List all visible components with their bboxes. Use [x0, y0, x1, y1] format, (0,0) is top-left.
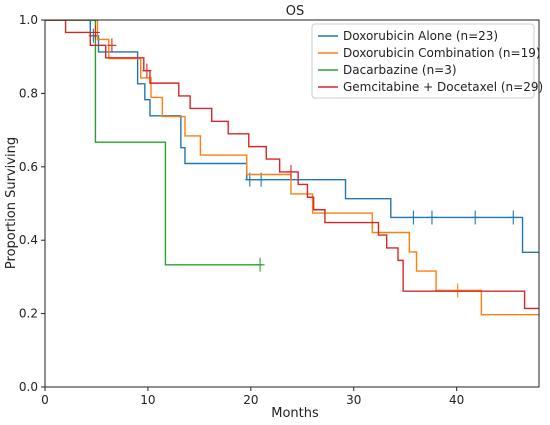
- y-tick-label-0.0: 0.0: [19, 380, 38, 394]
- y-axis-title: Proportion Surviving: [4, 137, 19, 269]
- x-tick-label-10: 10: [140, 393, 155, 407]
- censor-mark-1-7: [508, 210, 518, 225]
- y-tick-label-1.0: 1.0: [19, 13, 38, 27]
- censor-mark-1-4: [408, 210, 418, 225]
- censor-mark-4-2: [107, 38, 117, 53]
- x-tick-label-40: 40: [449, 393, 464, 407]
- series-line-1: [45, 20, 539, 254]
- legend-label-2: Doxorubicin Combination (n=19): [343, 46, 541, 60]
- censor-mark-1-5: [427, 210, 437, 225]
- y-tick-label-0.2: 0.2: [19, 307, 38, 321]
- x-axis-title: Months: [271, 406, 319, 421]
- censor-mark-3-1: [255, 257, 265, 272]
- censor-mark-2-1: [453, 283, 463, 298]
- legend: Doxorubicin Alone (n=23) Doxorubicin Comb…: [311, 23, 543, 99]
- censor-mark-4-4: [286, 164, 296, 179]
- y-tick-label-0.6: 0.6: [19, 160, 38, 174]
- plot-area: [45, 20, 539, 316]
- x-tick-label-20: 20: [243, 393, 258, 407]
- series-line-4: [45, 20, 539, 310]
- x-tick-label-30: 30: [346, 393, 361, 407]
- chart-title: OS: [286, 4, 304, 19]
- legend-box: [311, 23, 535, 99]
- plot-frame: [44, 19, 540, 388]
- censor-mark-4-3: [142, 63, 152, 78]
- legend-label-3: Dacarbazine (n=3): [343, 63, 457, 77]
- censor-mark-4-1: [90, 25, 100, 40]
- axes: 0 10 20 30 40 0.0 0.2 0.4 0.6 0.8 1.0: [19, 13, 540, 407]
- y-tick-label-0.8: 0.8: [19, 86, 38, 100]
- censor-mark-1-6: [470, 210, 480, 225]
- series-line-2: [45, 20, 539, 316]
- y-tick-label-0.4: 0.4: [19, 233, 38, 247]
- legend-label-1: Doxorubicin Alone (n=23): [343, 29, 498, 43]
- legend-label-4: Gemcitabine + Docetaxel (n=29): [343, 80, 543, 94]
- x-tick-label-0: 0: [41, 393, 49, 407]
- series-line-3: [45, 20, 263, 266]
